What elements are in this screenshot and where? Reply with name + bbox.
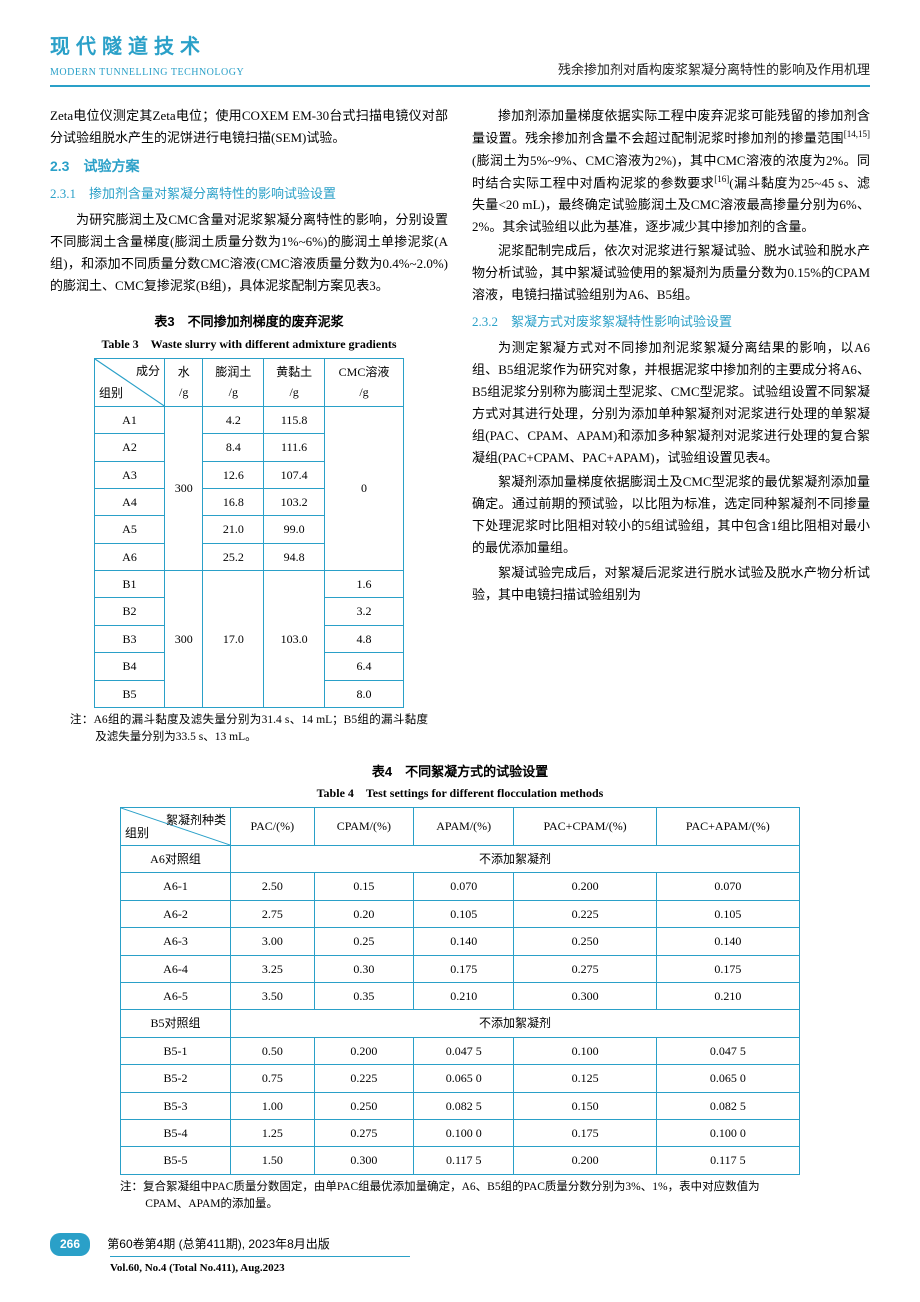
t4-h2: APAM/(%) (414, 808, 514, 846)
t3-h2: 黄黏土 /g (264, 358, 325, 406)
t3-waterB: 300 (165, 571, 203, 708)
article-title: 残余掺加剂对盾构废浆絮凝分离特性的影响及作用机理 (558, 59, 870, 81)
t3-diag-bot: 组别 (99, 383, 123, 403)
t3-diag-top: 成分 (136, 361, 160, 381)
table-row: B4 (95, 653, 165, 680)
table-row: A6-2 (121, 900, 231, 927)
table-row: A6 (95, 543, 165, 570)
t3-clayB: 103.0 (264, 571, 325, 708)
table-row: B5-4 (121, 1119, 231, 1146)
table-row: B5 (95, 680, 165, 707)
left-p2: 为研究膨润土及CMC含量对泥浆絮凝分离特性的影响，分别设置不同膨润土含量梯度(膨… (50, 209, 448, 297)
table-row: B5-3 (121, 1092, 231, 1119)
table4: 絮凝剂种类 组别 PAC/(%) CPAM/(%) APAM/(%) PAC+C… (120, 807, 800, 1175)
t4-diag-top: 絮凝剂种类 (166, 810, 226, 830)
t4-ctrlA: A6对照组 (121, 846, 231, 873)
table-row: A4 (95, 488, 165, 515)
page-header: 现代隧道技术 MODERN TUNNELLING TECHNOLOGY 残余掺加… (50, 30, 870, 87)
ref-14-15: [14,15] (844, 129, 870, 139)
right-column: 掺加剂添加量梯度依据实际工程中废弃泥浆可能残留的掺加剂含量设置。残余掺加剂含量不… (472, 105, 870, 747)
table-row: B5-5 (121, 1147, 231, 1174)
footer-en: Vol.60, No.4 (Total No.411), Aug.2023 (110, 1256, 410, 1278)
t3-h0: 水 /g (165, 358, 203, 406)
table3-caption-en: Table 3 Waste slurry with different admi… (50, 334, 448, 354)
body-columns: Zeta电位仪测定其Zeta电位；使用COXEM EM-30台式扫描电镜仪对部分… (50, 105, 870, 747)
page-footer: 266 第60卷第4期 (总第411期), 2023年8月出版 Vol.60, … (50, 1233, 870, 1277)
table-row: A6-4 (121, 955, 231, 982)
t4-ctrlB: B5对照组 (121, 1010, 231, 1037)
t4-h0: PAC/(%) (231, 808, 315, 846)
ref-16: [16] (714, 174, 729, 184)
journal-title-en: MODERN TUNNELLING TECHNOLOGY (50, 64, 244, 81)
table-row: A5 (95, 516, 165, 543)
right-p5: 絮凝试验完成后，对絮凝后泥浆进行脱水试验及脱水产物分析试验，其中电镜扫描试验组别… (472, 562, 870, 606)
table-row: B2 (95, 598, 165, 625)
t3-waterA: 300 (165, 406, 203, 570)
table-row: A3 (95, 461, 165, 488)
right-p3: 为测定絮凝方式对不同掺加剂泥浆絮凝分离结果的影响，以A6组、B5组泥浆作为研究对… (472, 337, 870, 470)
table4-note: 注：复合絮凝组中PAC质量分数固定，由单PAC组最优添加量确定，A6、B5组的P… (120, 1179, 800, 1214)
table-row: B5-1 (121, 1037, 231, 1064)
table-row: A6-1 (121, 873, 231, 900)
table4-caption-en: Table 4 Test settings for different floc… (50, 783, 870, 803)
table-row: A6-5 (121, 982, 231, 1009)
t4-h4: PAC+APAM/(%) (656, 808, 799, 846)
table3: 成分 组别 水 /g 膨润土 /g 黄黏土 /g CMC溶液 /g A13004… (94, 358, 404, 708)
table3-diag-header: 成分 组别 (95, 358, 165, 406)
table-row: A1 (95, 406, 165, 433)
table-row: B5-2 (121, 1065, 231, 1092)
t3-cmcA: 0 (325, 406, 404, 570)
journal-block: 现代隧道技术 MODERN TUNNELLING TECHNOLOGY (50, 30, 244, 81)
table4-diag-header: 絮凝剂种类 组别 (121, 808, 231, 846)
t4-diag-bot: 组别 (125, 823, 149, 843)
t4-ctrlB-txt: 不添加絮凝剂 (231, 1010, 800, 1037)
left-p1: Zeta电位仪测定其Zeta电位；使用COXEM EM-30台式扫描电镜仪对部分… (50, 105, 448, 149)
t3-h3: CMC溶液 /g (325, 358, 404, 406)
t3-h1: 膨润土 /g (203, 358, 264, 406)
table3-caption-cn: 表3 不同掺加剂梯度的废弃泥浆 (50, 311, 448, 333)
section-2-3-1: 2.3.1 掺加剂含量对絮凝分离特性的影响试验设置 (50, 183, 448, 205)
right-p4: 絮凝剂添加量梯度依据膨润土及CMC型泥浆的最优絮凝剂添加量确定。通过前期的预试验… (472, 471, 870, 559)
t4-ctrlA-txt: 不添加絮凝剂 (231, 846, 800, 873)
right-p2: 泥浆配制完成后，依次对泥浆进行絮凝试验、脱水试验和脱水产物分析试验，其中絮凝试验… (472, 240, 870, 306)
t3-bentB: 17.0 (203, 571, 264, 708)
table4-caption-cn: 表4 不同絮凝方式的试验设置 (50, 761, 870, 783)
page-number: 266 (50, 1233, 90, 1255)
table-row: B1 (95, 571, 165, 598)
t4-h1: CPAM/(%) (314, 808, 413, 846)
section-2-3-2: 2.3.2 絮凝方式对废浆絮凝特性影响试验设置 (472, 311, 870, 333)
right-p1: 掺加剂添加量梯度依据实际工程中废弃泥浆可能残留的掺加剂含量设置。残余掺加剂含量不… (472, 105, 870, 238)
table-row: A6-3 (121, 928, 231, 955)
t4-h3: PAC+CPAM/(%) (514, 808, 656, 846)
table-row: A2 (95, 434, 165, 461)
section-2-3: 2.3 试验方案 (50, 155, 448, 179)
left-column: Zeta电位仪测定其Zeta电位；使用COXEM EM-30台式扫描电镜仪对部分… (50, 105, 448, 747)
table3-note: 注：A6组的漏斗黏度及滤失量分别为31.4 s、14 mL；B5组的漏斗黏度及滤… (70, 712, 428, 747)
table-row: B3 (95, 625, 165, 652)
journal-title-cn: 现代隧道技术 (50, 30, 244, 64)
footer-cn: 第60卷第4期 (总第411期), 2023年8月出版 (107, 1234, 330, 1254)
